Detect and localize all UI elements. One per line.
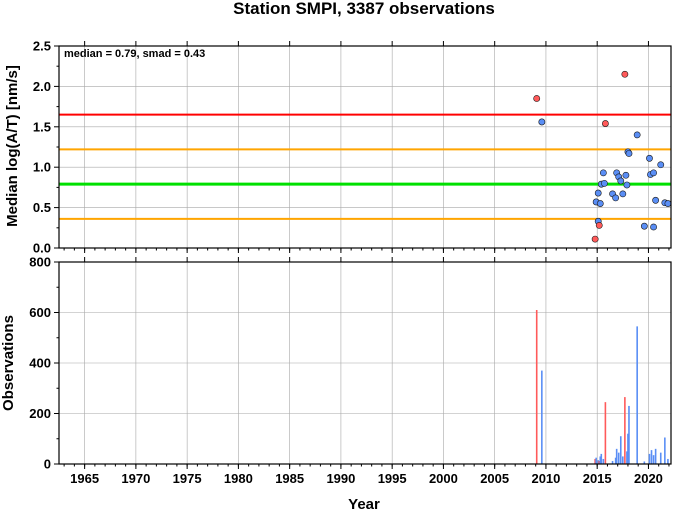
data-point [612, 194, 620, 202]
y-tick-label: 600 [29, 305, 51, 320]
data-point [623, 181, 631, 189]
data-point [625, 150, 633, 157]
x-axis-label: Year [348, 496, 380, 511]
x-tick-label: 1985 [275, 471, 304, 486]
outlier-point [595, 221, 603, 229]
x-tick-label: 2010 [531, 471, 560, 486]
y-tick-label: 1.0 [33, 160, 51, 175]
x-tick-label: 2000 [429, 471, 458, 486]
data-point [538, 118, 546, 126]
y-tick-label: 0.5 [33, 200, 51, 215]
observations-panel: 0 200 400 600 800 1965 1970 1975 1980 1985 1990 199… [29, 255, 672, 486]
x-tick-label: 1980 [224, 471, 253, 486]
outlier-point [621, 70, 629, 78]
x-tick-label: 1995 [378, 471, 407, 486]
top-y-axis-label: Median log(A/T) [nm/s] [4, 65, 21, 227]
y-tick-label: 200 [29, 406, 51, 421]
y-tick-label: 800 [29, 255, 51, 270]
data-point [633, 131, 641, 139]
x-tick-label: 1975 [173, 471, 202, 486]
x-tick-label: 1970 [121, 471, 150, 486]
x-tick-label: 2005 [480, 471, 509, 486]
data-point [600, 179, 608, 187]
data-point [640, 222, 648, 230]
data-point [617, 177, 625, 185]
data-point [650, 169, 657, 177]
data-point [664, 200, 672, 207]
x-tick-label: 2015 [583, 471, 612, 486]
outlier-point [591, 235, 599, 243]
x-tick-label: 1965 [70, 471, 99, 486]
data-point [619, 190, 627, 198]
data-point [646, 154, 653, 162]
median-amplitude-panel: 0.0 0.5 1.0 1.5 2.0 2.5 [33, 39, 672, 256]
data-point [650, 223, 657, 231]
bottom-panel-frame [58, 261, 672, 465]
data-point [622, 171, 630, 179]
data-point [599, 169, 607, 177]
outlier-point [533, 95, 541, 102]
chart-title: Station SMPI, 3387 observations [233, 0, 495, 18]
data-point [596, 200, 604, 207]
data-point [594, 189, 602, 197]
outlier-point [601, 120, 609, 127]
x-tick-label: 2020 [634, 471, 663, 486]
top-panel-frame [58, 45, 672, 249]
median-smad-annotation: median = 0.79, smad = 0.43 [64, 48, 205, 60]
y-tick-label: 0.0 [33, 241, 51, 256]
x-tick-label: 1990 [326, 471, 355, 486]
data-point [657, 161, 665, 169]
y-tick-label: 1.5 [33, 119, 51, 134]
y-tick-label: 2.0 [33, 79, 51, 94]
y-tick-label: 0 [44, 457, 51, 472]
data-point [652, 196, 660, 204]
y-tick-label: 400 [29, 356, 51, 371]
y-tick-label: 2.5 [33, 39, 51, 54]
bottom-y-axis-label: Observations [0, 315, 17, 411]
